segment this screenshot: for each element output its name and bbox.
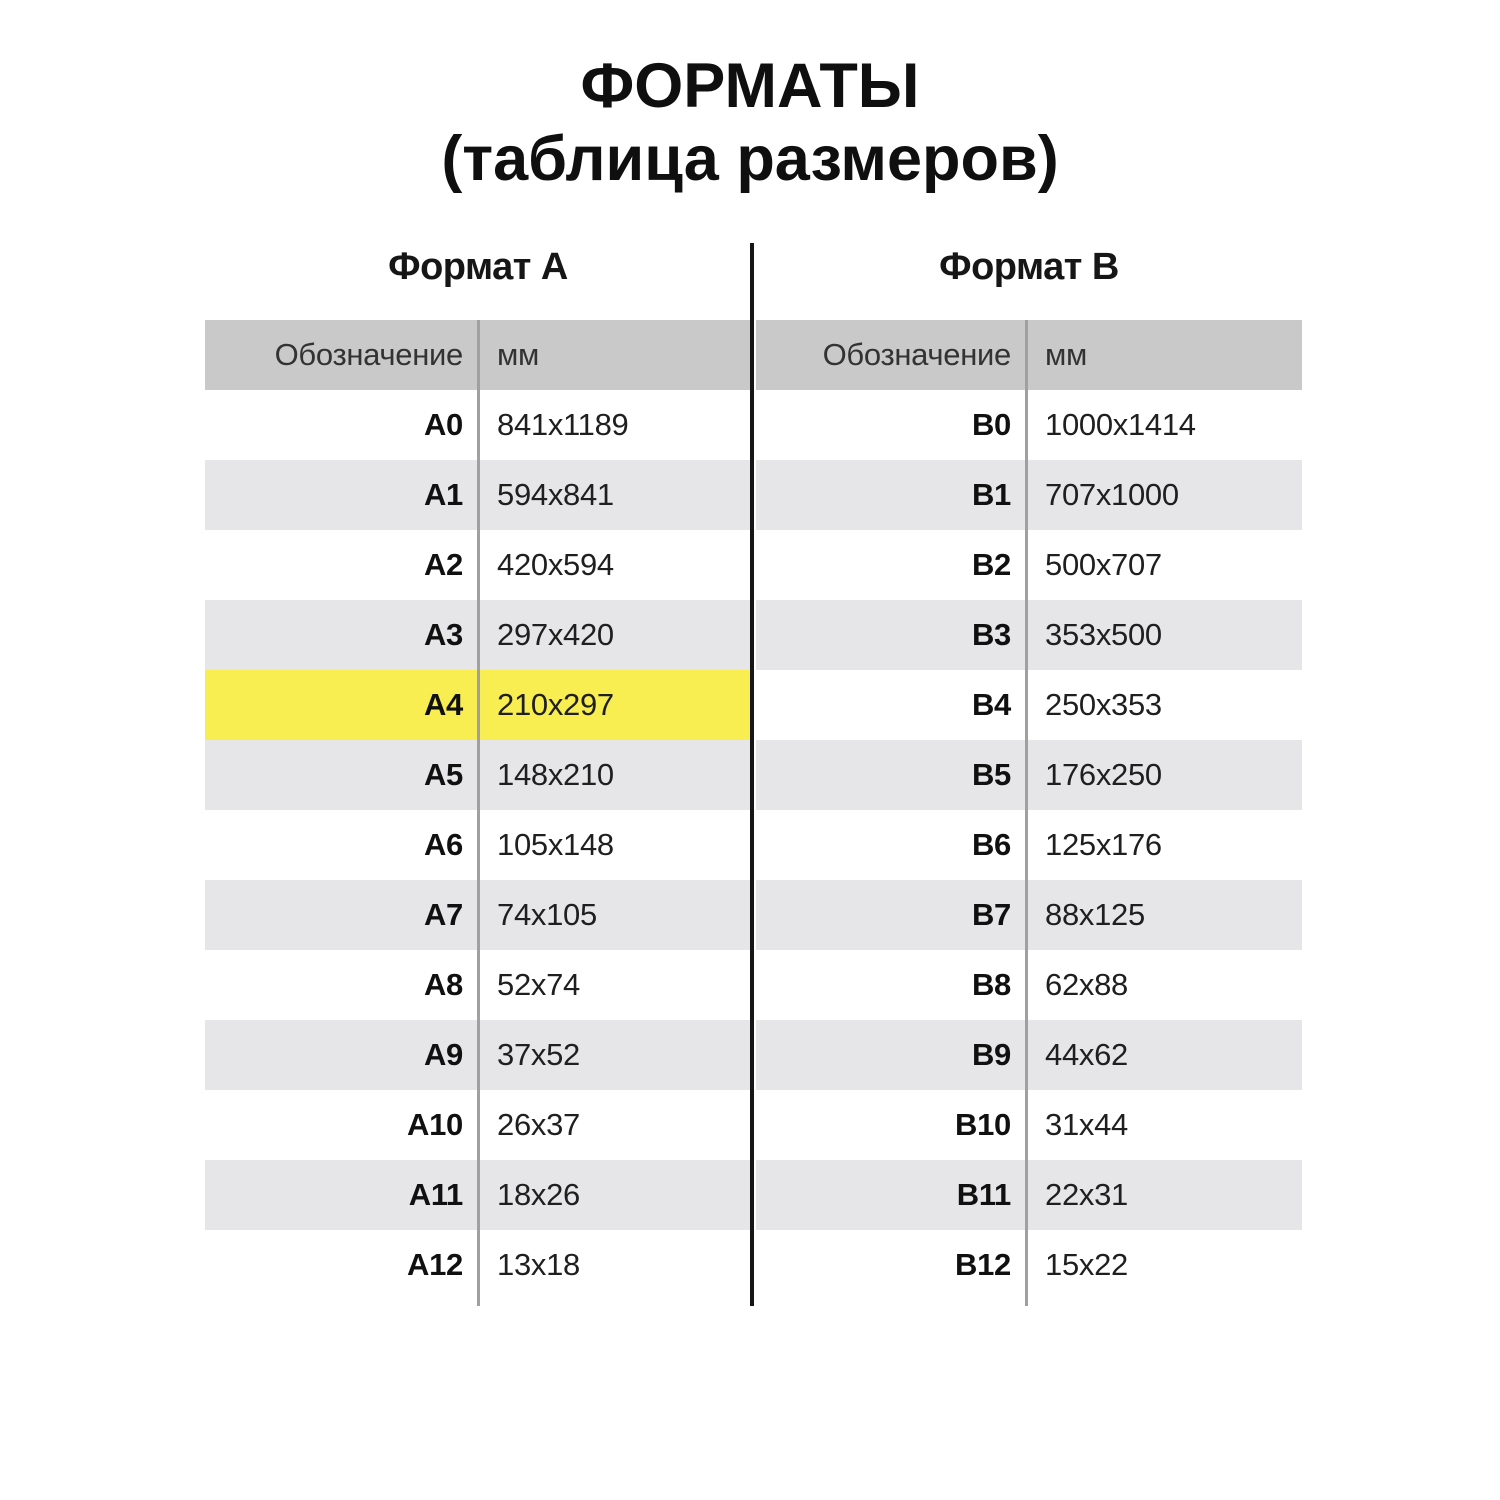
table-row: B5 176x250: [756, 740, 1302, 810]
format-code-cell: B4: [971, 687, 1011, 722]
format-code-cell: А4: [423, 687, 463, 722]
size-mm-cell: 26x37: [497, 1107, 580, 1142]
format-b-table: Формат B Обозначение мм B0 1000x1414 B1 707…: [756, 246, 1302, 1306]
table-row: B11 22x31: [756, 1160, 1302, 1230]
mm-column-header: мм: [497, 337, 540, 372]
format-code-cell: B6: [971, 827, 1011, 862]
size-mm-cell: 176x250: [1045, 757, 1162, 792]
title-line-2: (таблица размеров): [441, 124, 1059, 194]
size-mm-cell: 31x44: [1045, 1107, 1128, 1142]
format-code-cell: B3: [971, 617, 1011, 652]
table-row: B9 44x62: [756, 1020, 1302, 1090]
size-mm-cell: 88x125: [1045, 897, 1145, 932]
table-row: B2 500x707: [756, 530, 1302, 600]
size-mm-cell: 125x176: [1045, 827, 1162, 862]
size-mm-cell: 420x594: [497, 547, 614, 582]
size-mm-cell: 13x18: [497, 1247, 580, 1282]
format-a-heading: Формат А: [388, 246, 568, 288]
format-code-cell: B5: [971, 757, 1011, 792]
size-mm-cell: 74x105: [497, 897, 597, 932]
format-a-table: Формат А Обозначение мм А0 841x1189 А1 594x…: [205, 246, 751, 1306]
size-mm-cell: 18x26: [497, 1177, 580, 1212]
format-code-cell: А0: [423, 407, 463, 442]
size-mm-cell: 500x707: [1045, 547, 1162, 582]
mm-column-header: мм: [1045, 337, 1088, 372]
table-row: B7 88x125: [756, 880, 1302, 950]
table-row: B10 31x44: [756, 1090, 1302, 1160]
size-mm-cell: 250x353: [1045, 687, 1162, 722]
size-mm-cell: 594x841: [497, 477, 614, 512]
size-mm-cell: 15x22: [1045, 1247, 1128, 1282]
format-code-cell: А3: [423, 617, 463, 652]
format-code-cell: B2: [971, 547, 1011, 582]
format-code-cell: B8: [971, 967, 1011, 1002]
format-code-cell: А10: [407, 1107, 463, 1142]
table-row: B12 15x22: [756, 1230, 1302, 1300]
format-code-cell: А5: [423, 757, 463, 792]
page-title: ФОРМАТЫ (таблица размеров): [0, 50, 1500, 196]
size-mm-cell: 707x1000: [1045, 477, 1179, 512]
size-mm-cell: 105x148: [497, 827, 614, 862]
size-mm-cell: 841x1189: [497, 407, 629, 442]
center-divider-line: [750, 243, 754, 1306]
size-mm-cell: 353x500: [1045, 617, 1162, 652]
format-code-cell: А9: [423, 1037, 463, 1072]
format-code-cell: А2: [423, 547, 463, 582]
format-code-cell: А8: [423, 967, 463, 1002]
format-code-cell: B1: [971, 477, 1011, 512]
designation-column-header: Обозначение: [822, 337, 1012, 372]
size-mm-cell: 62x88: [1045, 967, 1128, 1002]
designation-column-header: Обозначение: [274, 337, 464, 372]
table-row: B1 707x1000: [756, 460, 1302, 530]
format-code-cell: B9: [971, 1037, 1011, 1072]
format-b-heading: Формат B: [939, 246, 1119, 288]
size-mm-cell: 1000x1414: [1045, 407, 1196, 442]
format-code-cell: А6: [423, 827, 463, 862]
size-mm-cell: 44x62: [1045, 1037, 1128, 1072]
format-b-body: B0 1000x1414 B1 707x1000 B2 500x707 B3 353x500 B…: [756, 390, 1302, 1300]
table-row: B8 62x88: [756, 950, 1302, 1020]
title-line-1: ФОРМАТЫ: [580, 51, 920, 121]
size-mm-cell: 210x297: [497, 687, 614, 722]
size-mm-cell: 37x52: [497, 1037, 580, 1072]
format-b-column-divider: [1025, 320, 1028, 1306]
size-mm-cell: 297x420: [497, 617, 614, 652]
format-b-header-row: Обозначение мм: [756, 320, 1302, 390]
format-code-cell: B0: [971, 407, 1011, 442]
format-code-cell: А12: [407, 1247, 463, 1282]
size-mm-cell: 22x31: [1045, 1177, 1128, 1212]
table-row: B4 250x353: [756, 670, 1302, 740]
format-code-cell: B12: [955, 1247, 1011, 1282]
format-code-cell: B11: [956, 1177, 1012, 1212]
table-row: B0 1000x1414: [756, 390, 1302, 460]
size-mm-cell: 52x74: [497, 967, 580, 1002]
table-row: B3 353x500: [756, 600, 1302, 670]
table-row: B6 125x176: [756, 810, 1302, 880]
format-code-cell: А11: [408, 1177, 464, 1212]
format-code-cell: А7: [423, 897, 463, 932]
format-code-cell: B7: [971, 897, 1011, 932]
size-mm-cell: 148x210: [497, 757, 614, 792]
format-a-column-divider: [477, 320, 480, 1306]
format-code-cell: А1: [423, 477, 463, 512]
format-code-cell: B10: [955, 1107, 1011, 1142]
